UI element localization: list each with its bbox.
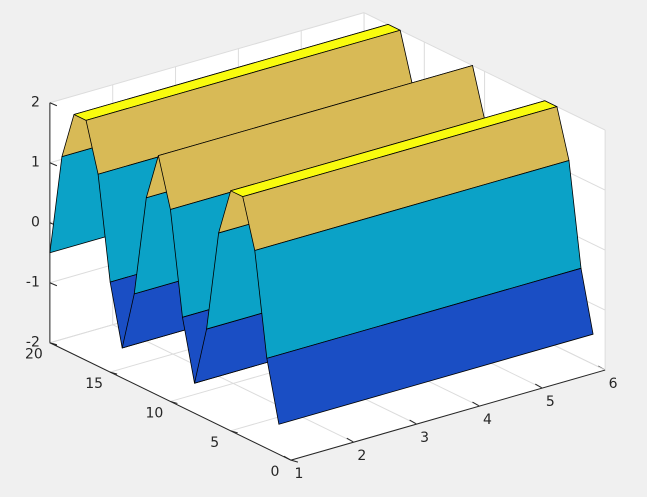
y-tick-label: 0 xyxy=(270,464,279,480)
y-tick-label: 15 xyxy=(85,376,103,392)
x-tick-label: 5 xyxy=(546,394,555,410)
tick-mark xyxy=(290,459,299,463)
z-tick-label: 1 xyxy=(31,155,40,171)
z-tick-label: -1 xyxy=(26,275,40,291)
grid-line xyxy=(49,12,365,104)
grid-line xyxy=(363,12,606,131)
surface-face xyxy=(266,267,594,425)
x-tick-label: 6 xyxy=(609,376,618,392)
z-tick-label: 0 xyxy=(31,215,40,231)
axis-line xyxy=(290,369,606,461)
tick-mark xyxy=(535,383,543,389)
tick-mark xyxy=(49,162,58,167)
tick-mark xyxy=(472,401,480,407)
z-tick-label: -2 xyxy=(26,335,40,351)
y-tick-label: 20 xyxy=(25,347,43,363)
tick-mark xyxy=(409,419,417,425)
axis-line xyxy=(49,342,292,461)
x-tick-label: 2 xyxy=(357,448,366,464)
y-tick-label: 5 xyxy=(210,435,219,451)
tick-mark xyxy=(49,282,58,287)
z-tick-label: 2 xyxy=(31,95,40,111)
x-tick-label: 4 xyxy=(483,412,492,428)
x-tick-label: 3 xyxy=(420,430,429,446)
y-tick-label: 10 xyxy=(146,405,164,421)
tick-mark xyxy=(49,102,58,107)
x-tick-label: 1 xyxy=(294,466,303,482)
tick-mark xyxy=(346,437,355,443)
